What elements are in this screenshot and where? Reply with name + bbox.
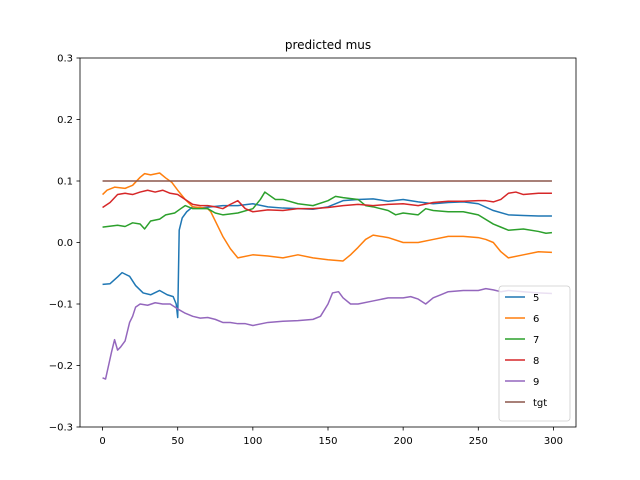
x-tick-label: 0 <box>99 436 105 447</box>
y-tick-label: −0.1 <box>49 300 73 311</box>
y-tick-label: −0.3 <box>49 423 73 434</box>
series-line-9 <box>102 287 552 380</box>
y-tick-label: −0.2 <box>49 361 73 372</box>
x-tick-label: 150 <box>318 436 337 447</box>
series-line-7 <box>102 191 553 235</box>
legend-label-8: 8 <box>533 356 539 367</box>
series-line-6 <box>102 172 552 262</box>
legend-frame <box>498 285 571 422</box>
legend-label-6: 6 <box>533 314 539 325</box>
x-tick-label: 50 <box>171 436 184 447</box>
legend-label-7: 7 <box>533 335 539 346</box>
legend-label-5: 5 <box>533 293 539 304</box>
y-tick-label: 0.1 <box>57 177 73 188</box>
legend: 5 6 7 8 9 tgt <box>498 285 571 422</box>
y-tick-label: 0.3 <box>57 54 73 65</box>
x-tick-label: 300 <box>544 436 563 447</box>
x-tick-label: 200 <box>394 436 413 447</box>
legend-label-tgt: tgt <box>533 398 547 409</box>
axes-layer: 0 50 100 150 200 250 300 −0.3 −0.2 −0.1 0.0 0.1 0.2 0… <box>49 54 563 448</box>
legend-label-9: 9 <box>533 377 539 388</box>
y-tick-label: 0.2 <box>57 115 73 126</box>
chart-title: predicted mus <box>285 38 371 52</box>
series-layer <box>102 172 553 380</box>
x-tick-label: 100 <box>243 436 262 447</box>
series-line-8 <box>102 189 552 213</box>
x-tick-label: 250 <box>469 436 488 447</box>
y-tick-label: 0.0 <box>57 238 73 249</box>
series-line-5 <box>102 198 552 319</box>
